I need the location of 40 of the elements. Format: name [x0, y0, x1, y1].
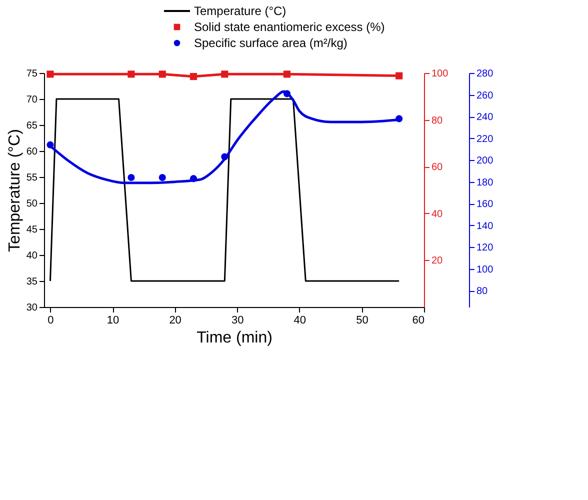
y3-tick-label: 260: [476, 90, 494, 102]
x-tick-label: 20: [169, 314, 182, 326]
x-tick-label: 0: [48, 314, 54, 326]
y3-tick-label: 200: [476, 156, 494, 167]
y2-tick-label: 40: [432, 208, 444, 220]
y3-tick-label: 140: [476, 220, 494, 232]
x-tick-label: 50: [356, 314, 368, 326]
legend-label: Solid state enantiomeric excess (%): [194, 20, 385, 34]
y-tick-label: 60: [26, 146, 38, 158]
y2-tick-label: 100: [432, 68, 449, 80]
x-tick-label: 60: [412, 314, 424, 326]
y3-tick-label: 160: [476, 199, 494, 210]
x-axis-title: Time (min): [196, 330, 272, 346]
y-tick-label: 65: [26, 120, 38, 132]
y-tick-label: 30: [26, 302, 38, 314]
y-tick-label: 35: [26, 276, 38, 288]
y3-tick-label: 240: [476, 112, 494, 124]
y-tick-label: 70: [26, 94, 38, 106]
y3-tick-label: 180: [476, 177, 494, 188]
y-tick-label: 50: [26, 198, 38, 210]
y3-tick-label: 80: [476, 286, 488, 298]
y-tick-label: 40: [26, 250, 38, 262]
y-axis-title: Temperature (°C): [6, 129, 24, 252]
y2-tick-label: 20: [432, 256, 444, 267]
y2-tick-label: 60: [432, 162, 444, 174]
y3-tick-label: 280: [476, 68, 494, 80]
x-tick-label: 30: [231, 314, 244, 326]
y3-tick-label: 120: [476, 242, 494, 254]
y3-tick-label: 220: [476, 134, 494, 145]
y2-tick-label: 80: [432, 115, 444, 126]
x-tick-label: 40: [294, 314, 306, 326]
y-tick-label: 55: [26, 172, 38, 184]
point: [128, 174, 135, 182]
y3-tick-label: 100: [476, 264, 494, 276]
legend-label: Temperature (°C): [194, 4, 286, 18]
point: [158, 174, 166, 182]
x-tick-label: 10: [106, 314, 120, 326]
legend-label: Specific surface area (m²/kg): [194, 36, 348, 50]
y-tick-label: 75: [26, 68, 38, 80]
y-tick-label: 45: [26, 224, 38, 236]
